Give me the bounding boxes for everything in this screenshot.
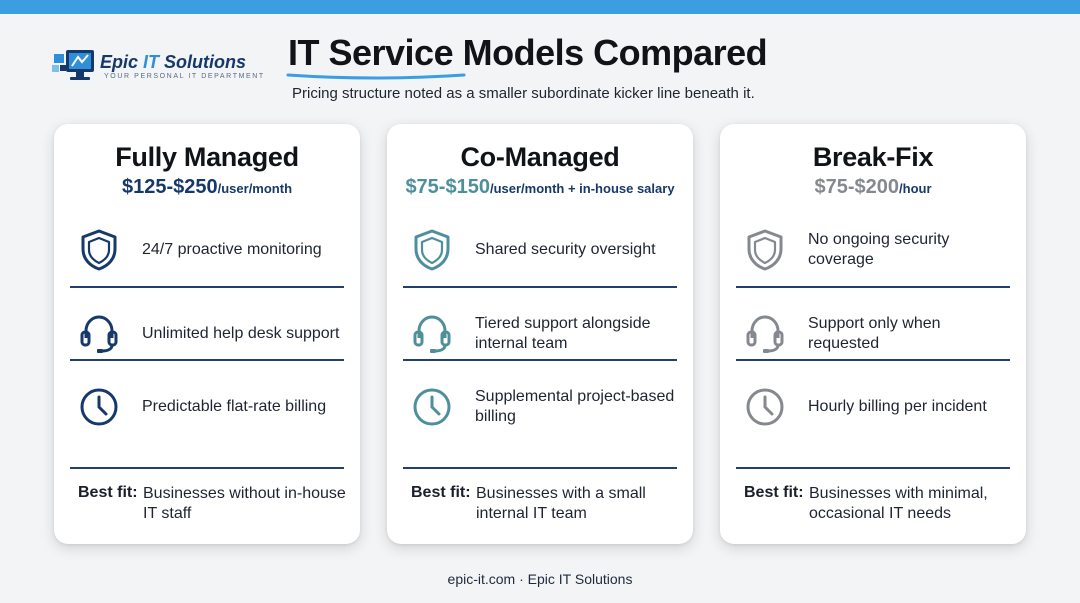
- best-fit-label: Best fit:: [78, 484, 138, 501]
- card-co-managed: Co-Managed $75-$150/user/month + in-hous…: [387, 124, 693, 544]
- best-fit-text: Businesses without in-house IT staff: [143, 485, 346, 522]
- footer-text[interactable]: epic-it.com · Epic IT Solutions: [447, 571, 633, 587]
- shield-icon: [747, 229, 783, 271]
- price-amount: $75-$200: [814, 176, 900, 198]
- price-amount: $75-$150: [405, 176, 490, 198]
- feature-item: Predictable flat-rate billing: [70, 371, 344, 443]
- feature-item: Shared security oversight: [403, 214, 677, 286]
- price-amount: $125-$250: [121, 176, 218, 198]
- divider: [403, 286, 677, 288]
- best-fit: Best fit: Businesses with minimal, occas…: [744, 482, 1014, 526]
- divider: [736, 467, 1010, 469]
- card-break-fix: Break-Fix $75-$200/hour No ongoing secur…: [720, 124, 1026, 544]
- logo-tagline: YOUR PERSONAL IT DEPARTMENT: [104, 73, 265, 80]
- logo-name: Epic IT Solutions: [100, 52, 247, 72]
- divider: [403, 359, 677, 361]
- best-fit: Best fit: Businesses with a small intern…: [411, 482, 681, 526]
- clock-icon: [413, 388, 451, 426]
- feature-item: Tiered support alongside internal team: [403, 298, 677, 370]
- best-fit: Best fit: Businesses without in-house IT…: [78, 482, 348, 526]
- card-price: $125-$250/user/month: [54, 176, 360, 199]
- feature-item: No ongoing security coverage: [736, 214, 1010, 286]
- company-logo[interactable]: Epic IT Solutions YOUR PERSONAL IT DEPAR…: [52, 46, 265, 86]
- feature-text: Predictable flat-rate billing: [142, 398, 327, 415]
- price-unit: /user/month: [217, 181, 293, 196]
- shield-icon: [81, 229, 117, 271]
- best-fit-label: Best fit:: [744, 484, 804, 501]
- clock-icon: [80, 388, 118, 426]
- divider: [70, 359, 344, 361]
- feature-text: Shared security oversight: [475, 241, 656, 258]
- feature-text: Hourly billing per incident: [808, 398, 987, 415]
- divider: [403, 467, 677, 469]
- best-fit-text: Businesses with minimal, occasional IT n…: [809, 485, 988, 522]
- card-title: Fully Managed: [115, 142, 299, 172]
- monitor-logo-icon: [52, 50, 94, 80]
- card-fully-managed: Fully Managed $125-$250/user/month 24/7 …: [54, 124, 360, 544]
- feature-text: Tiered support alongside internal team: [475, 315, 651, 352]
- feature-text: Unlimited help desk support: [142, 325, 340, 342]
- headset-icon: [80, 315, 118, 353]
- price-unit: /hour: [899, 181, 932, 196]
- card-price: $75-$200/hour: [720, 176, 1026, 199]
- divider: [736, 359, 1010, 361]
- shield-icon: [414, 229, 450, 271]
- page-subtitle: Pricing structure noted as a smaller sub…: [292, 85, 755, 102]
- card-price: $75-$150/user/month + in-house salary: [387, 176, 693, 199]
- title-underline-swoosh: [286, 73, 466, 80]
- feature-item: Support only when requested: [736, 298, 1010, 370]
- clock-icon: [746, 388, 784, 426]
- feature-item: Hourly billing per incident: [736, 371, 1010, 443]
- top-accent-bar: [0, 0, 1080, 14]
- page-title: IT Service Models Compared: [288, 32, 768, 73]
- feature-text: No ongoing security coverage: [808, 231, 950, 268]
- feature-item: 24/7 proactive monitoring: [70, 214, 344, 286]
- headset-icon: [413, 315, 451, 353]
- card-title: Break-Fix: [812, 142, 934, 172]
- feature-text: Supplemental project-based billing: [475, 388, 675, 425]
- divider: [70, 467, 344, 469]
- feature-text: 24/7 proactive monitoring: [142, 241, 322, 258]
- divider: [736, 286, 1010, 288]
- divider: [70, 286, 344, 288]
- best-fit-text: Businesses with a small internal IT team: [476, 485, 646, 522]
- best-fit-label: Best fit:: [411, 484, 471, 501]
- feature-item: Supplemental project-based billing: [403, 371, 677, 443]
- feature-item: Unlimited help desk support: [70, 298, 344, 370]
- price-unit: /user/month + in-house salary: [489, 181, 675, 196]
- feature-text: Support only when requested: [808, 315, 941, 352]
- card-title: Co-Managed: [460, 142, 620, 172]
- headset-icon: [746, 315, 784, 353]
